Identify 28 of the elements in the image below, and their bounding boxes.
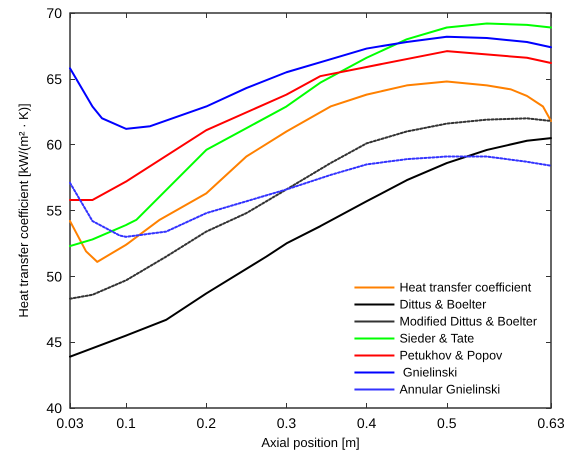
legend-label: Modified Dittus & Boelter (399, 314, 537, 328)
x-tick-label: 0.63 (537, 415, 565, 431)
line-series (69, 22, 552, 248)
x-tick-label: 0.5 (437, 415, 457, 431)
y-axis-title: Heat transfer coefficient [kW/(m² · K)] (16, 103, 31, 318)
x-tick-label: 0.2 (196, 415, 216, 431)
legend-label: Heat transfer coefficient (399, 280, 532, 294)
line-series (69, 36, 552, 130)
x-axis-title: Axial position [m] (261, 435, 360, 450)
y-tick-label: 60 (46, 136, 62, 153)
legend-label: Petukhov & Popov (399, 348, 504, 362)
line-series (69, 156, 552, 238)
y-tick-label: 40 (46, 400, 62, 416)
y-tick-label: 70 (46, 5, 62, 21)
legend-label: Sieder & Tate (399, 332, 474, 346)
x-tick-label: 0.1 (116, 415, 136, 431)
line-series (69, 80, 552, 263)
y-tick-label: 65 (46, 70, 62, 87)
legend-label: Gnielinski (399, 366, 458, 380)
y-tick-label: 55 (46, 202, 62, 218)
line-series (69, 50, 552, 201)
x-tick-label: 0.3 (276, 415, 296, 431)
legend-label: Annular Gnielinski (399, 382, 500, 396)
legend-label: Dittus & Boelter (399, 298, 486, 312)
y-tick-label: 45 (46, 334, 62, 350)
y-tick-label: 50 (46, 268, 62, 284)
x-tick-label: 0.03 (56, 415, 84, 431)
x-tick-label: 0.4 (356, 415, 377, 431)
